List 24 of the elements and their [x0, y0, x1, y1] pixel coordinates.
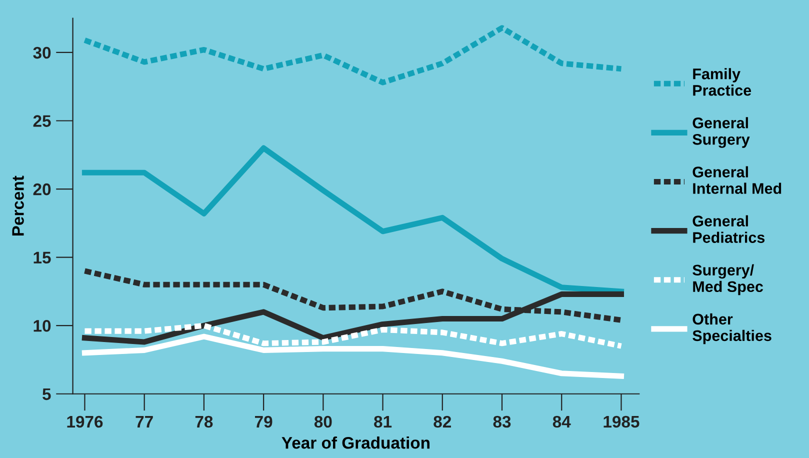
- y-tick-label: 10: [34, 320, 51, 332]
- legend-label: Other Specialties: [692, 313, 772, 344]
- y-tick-label: 20: [33, 183, 51, 196]
- legend-label: Family Practice: [693, 68, 752, 96]
- x-tick-label: 77: [136, 416, 153, 428]
- legend-label: General Pediatrics: [692, 215, 765, 243]
- y-axis-title: Percent: [12, 176, 24, 236]
- x-tick-label: 84: [552, 416, 571, 428]
- y-tick-label: 25: [33, 115, 51, 127]
- x-tick-label: 79: [255, 416, 272, 428]
- x-tick-label: 82: [434, 416, 451, 428]
- x-tick-label: 81: [374, 416, 392, 428]
- x-tick-label: 80: [314, 416, 332, 428]
- x-axis-title: Year of Graduation: [282, 436, 430, 449]
- y-tick-label: 5: [42, 388, 51, 400]
- x-tick-label: 1976: [67, 416, 103, 428]
- legend-label: General Surgery: [692, 117, 750, 148]
- x-tick-label: 83: [493, 416, 511, 428]
- y-tick-label: 15: [34, 252, 51, 264]
- y-tick-label: 30: [33, 46, 51, 59]
- x-tick-label: 1985: [604, 416, 640, 428]
- legend-label: General Internal Med: [692, 166, 782, 194]
- legend-label: Surgery/ Med Spec: [692, 264, 764, 296]
- x-tick-label: 78: [195, 416, 213, 428]
